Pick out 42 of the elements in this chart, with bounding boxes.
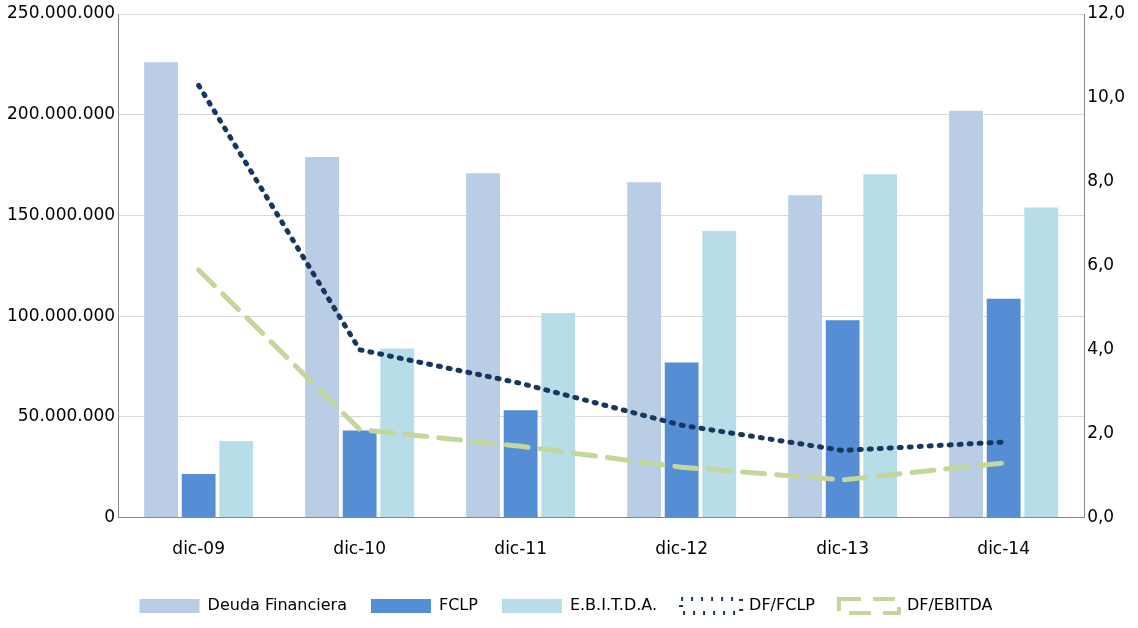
bar [541,312,576,518]
y-tick-label: 0 [104,506,116,527]
legend-label: DF/EBITDA [906,595,993,615]
bar [627,182,661,518]
bar [466,173,500,518]
legend-label: DF/FCLP [749,595,816,615]
x-tick-label: dic-11 [494,538,547,559]
y-tick-label: 100.000.000 [6,304,116,325]
bar [503,410,538,518]
y2-tick-label: 4,0 [1087,338,1115,359]
y-tick-label: 200.000.000 [6,103,116,124]
bar [788,195,822,518]
x-tick-label: dic-14 [977,538,1030,559]
bar [949,110,983,518]
x-tick-label: dic-12 [655,538,708,559]
bar [664,362,699,518]
bar [342,430,377,518]
y2-tick-label: 2,0 [1087,422,1115,443]
y2-tick-label: 10,0 [1087,86,1126,107]
x-tick-label: dic-09 [172,538,225,559]
bar [181,474,216,518]
legend-label: FCLP [438,595,479,615]
bar [863,174,898,518]
legend-label: Deuda Financiera [207,595,347,615]
x-tick-label: dic-13 [816,538,869,559]
bar [825,320,860,518]
legend-label: E.B.I.T.D.A. [569,595,658,615]
bar [986,298,1021,518]
bar [144,62,178,518]
bar [380,348,415,518]
y2-tick-label: 6,0 [1087,254,1115,275]
y-tick-label: 50.000.000 [17,405,116,426]
y2-tick-label: 8,0 [1087,170,1115,191]
bar [219,441,254,518]
x-tick-label: dic-10 [333,538,386,559]
y-tick-label: 150.000.000 [6,203,116,224]
bar [1024,207,1059,518]
y2-tick-label: 0,0 [1087,506,1115,527]
bar [305,157,339,518]
bar [702,230,737,518]
y-tick-label: 250.000.000 [6,2,116,23]
y2-tick-label: 12,0 [1087,2,1126,23]
